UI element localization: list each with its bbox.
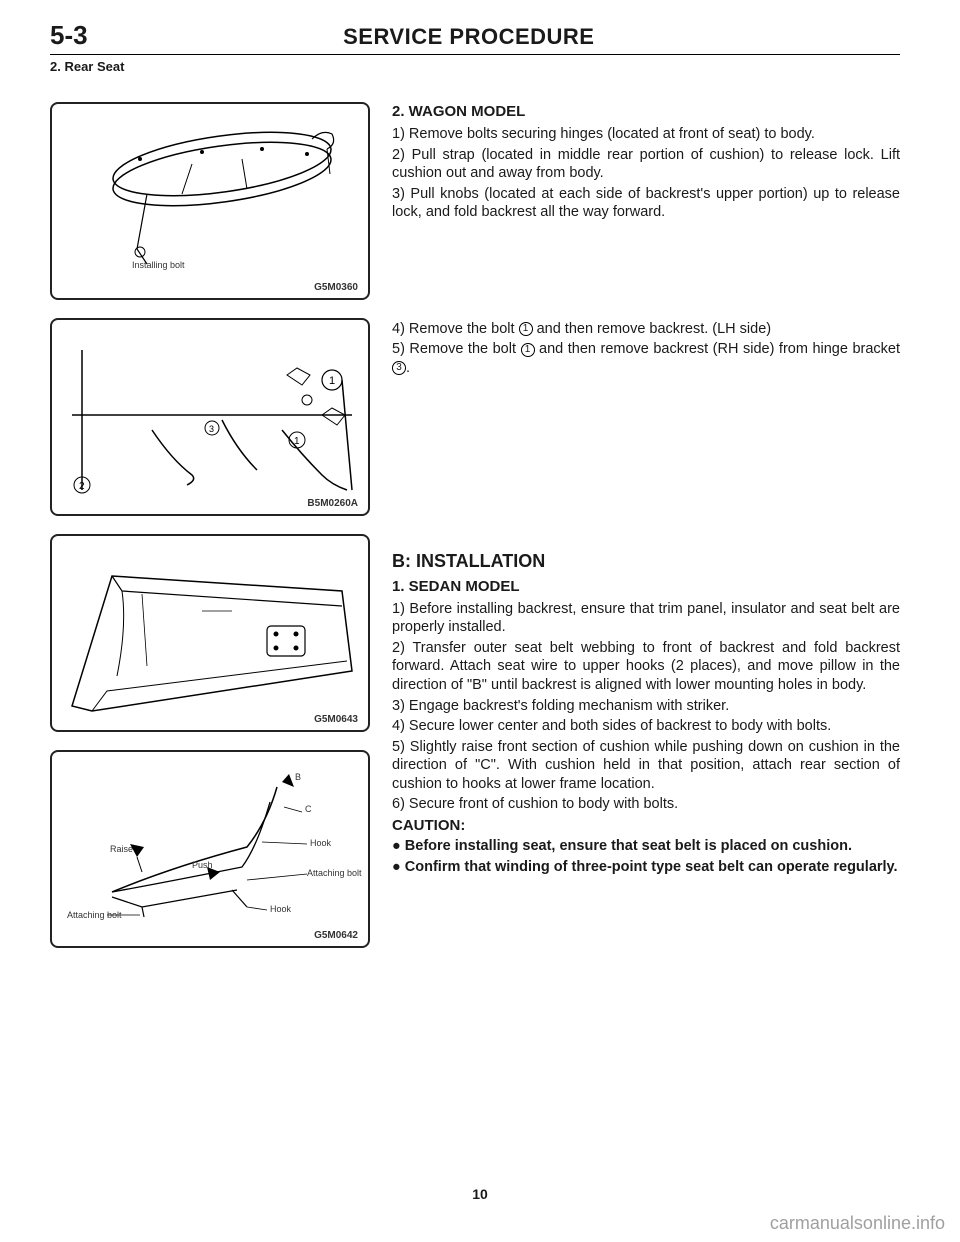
section-number: 5-3 — [50, 20, 88, 51]
circled-1b-icon: 1 — [521, 343, 535, 357]
figure-3-svg — [52, 536, 370, 732]
wagon-block-2: 4) Remove the bolt 1 and then remove bac… — [392, 320, 900, 378]
page-number: 10 — [0, 1186, 960, 1202]
page-container: 5-3 SERVICE PROCEDURE 2. Rear Seat — [0, 0, 960, 978]
wagon-5b: and then remove backrest (RH side) from … — [535, 341, 900, 357]
sedan-step-1: 1) Before installing backrest, ensure th… — [392, 600, 900, 637]
wagon-step-3: 3) Pull knobs (located at each side of b… — [392, 185, 900, 222]
figure-3: G5M0643 — [50, 534, 370, 732]
figure-2-label: B5M0260A — [307, 498, 358, 509]
figure-2-svg: 1 2 1 3 — [52, 320, 370, 516]
wagon-4b: and then remove backrest. (LH side) — [533, 321, 772, 337]
figure-1-label: G5M0360 — [314, 282, 358, 293]
fig1-annotation: Installing bolt — [132, 260, 185, 270]
figure-4: B C Raise Push Hook Hook Attaching bolt … — [50, 750, 370, 948]
fig4-annot-hook2: Hook — [270, 904, 291, 914]
sedan-step-2: 2) Transfer outer seat belt webbing to f… — [392, 639, 900, 695]
sedan-step-4: 4) Secure lower center and both sides of… — [392, 717, 900, 736]
sedan-step-6: 6) Secure front of cushion to body with … — [392, 795, 900, 814]
fig4-annot-c: C — [305, 804, 312, 814]
sedan-heading: 1. SEDAN MODEL — [392, 577, 900, 596]
svg-text:1: 1 — [294, 436, 300, 447]
caution-heading: CAUTION: — [392, 816, 900, 835]
wagon-step-2: 2) Pull strap (located in middle rear po… — [392, 146, 900, 183]
text-column: 2. WAGON MODEL 1) Remove bolts securing … — [392, 102, 900, 948]
figure-1: Installing bolt G5M0360 — [50, 102, 370, 300]
sedan-step-3: 3) Engage backrest's folding mechanism w… — [392, 697, 900, 716]
wagon-step-4: 4) Remove the bolt 1 and then remove bac… — [392, 320, 900, 339]
caution-1: ● Before installing seat, ensure that se… — [392, 837, 900, 856]
svg-text:1: 1 — [329, 375, 335, 387]
fig4-annot-push: Push — [192, 860, 213, 870]
header-subtitle: 2. Rear Seat — [50, 59, 900, 74]
install-heading: B: INSTALLATION — [392, 550, 900, 573]
figure-2: 1 2 1 3 B5M0260A — [50, 318, 370, 516]
caution-2: ● Confirm that winding of three-point ty… — [392, 858, 900, 877]
svg-text:3: 3 — [209, 424, 214, 434]
fig4-annot-att1: Attaching bolt — [307, 868, 362, 878]
watermark-text: carmanualsonline.info — [770, 1213, 945, 1234]
fig4-annot-hook1: Hook — [310, 838, 331, 848]
sedan-step-5: 5) Slightly raise front section of cushi… — [392, 738, 900, 794]
spacer-2 — [392, 396, 900, 548]
figures-column: Installing bolt G5M0360 1 2 — [50, 102, 370, 948]
wagon-step-5: 5) Remove the bolt 1 and then remove bac… — [392, 340, 900, 377]
install-block: B: INSTALLATION 1. SEDAN MODEL 1) Before… — [392, 550, 900, 877]
content-columns: Installing bolt G5M0360 1 2 — [50, 102, 900, 948]
svg-text:2: 2 — [79, 481, 85, 492]
figure-4-label: G5M0642 — [314, 930, 358, 941]
wagon-5a: 5) Remove the bolt — [392, 341, 521, 357]
wagon-5c: . — [406, 360, 410, 376]
page-header: 5-3 SERVICE PROCEDURE — [50, 20, 900, 55]
figure-1-svg — [52, 104, 370, 300]
wagon-4a: 4) Remove the bolt — [392, 321, 519, 337]
wagon-heading: 2. WAGON MODEL — [392, 102, 900, 121]
circled-1-icon: 1 — [519, 322, 533, 336]
fig4-annot-raise: Raise — [110, 844, 133, 854]
wagon-step-1: 1) Remove bolts securing hinges (located… — [392, 125, 900, 144]
wagon-block: 2. WAGON MODEL 1) Remove bolts securing … — [392, 102, 900, 222]
circled-3-icon: 3 — [392, 361, 406, 375]
fig4-annot-att2: Attaching bolt — [67, 910, 122, 920]
spacer — [392, 240, 900, 320]
page-title: SERVICE PROCEDURE — [343, 24, 594, 50]
fig4-annot-b: B — [295, 772, 301, 782]
figure-3-label: G5M0643 — [314, 714, 358, 725]
